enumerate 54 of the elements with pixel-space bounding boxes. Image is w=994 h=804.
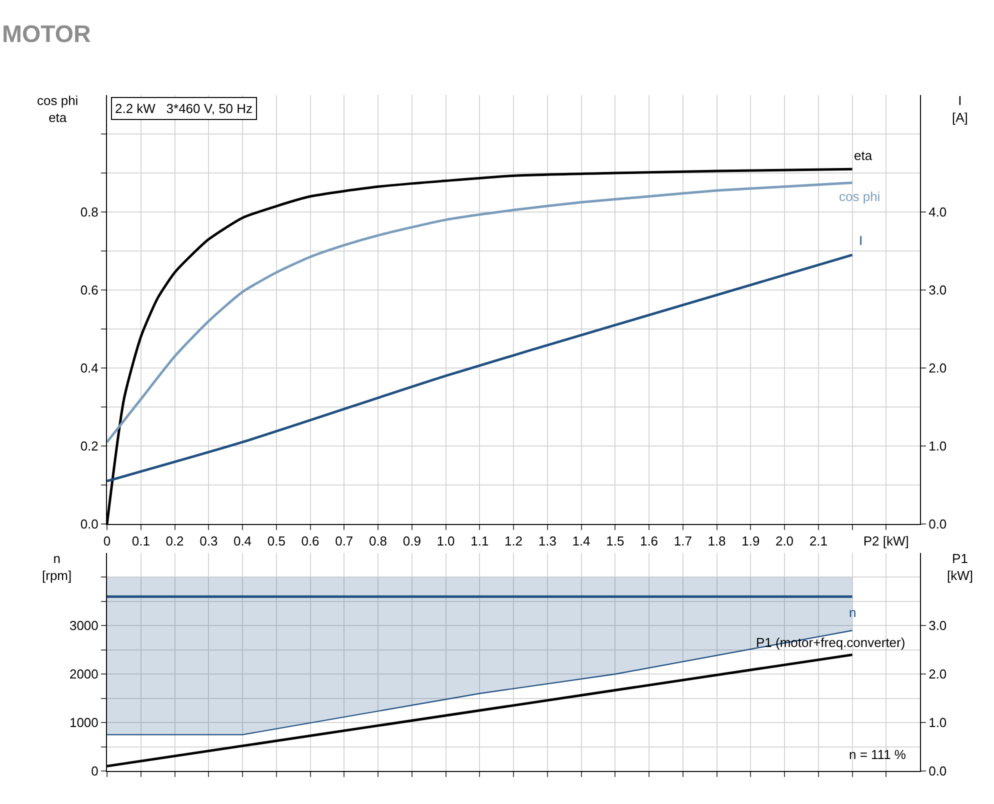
x-tick-label: 1.4 [572, 534, 590, 549]
x-tick-label: 1.3 [538, 534, 556, 549]
y-tick-label: 0.4 [80, 360, 98, 376]
y-tick-label: 0.2 [80, 438, 98, 454]
y2-tick-label: 3.0 [928, 282, 947, 298]
x-tick-label: 2.0 [775, 534, 794, 549]
y2-axis-title: I [A] [952, 93, 968, 125]
x-tick-label: 1.5 [606, 534, 624, 549]
y-tick-label: 0 [91, 764, 98, 779]
x-tick-label: 0.8 [368, 534, 388, 549]
x-tick-label: P2 [kW] [863, 534, 909, 549]
chart-title: MOTOR [2, 21, 91, 48]
series-label: P1 (motor+freq.converter) [756, 635, 906, 650]
series-label: eta [854, 148, 873, 163]
x-tick-label: 0.2 [166, 534, 184, 549]
y-tick-label: 0.0 [80, 516, 98, 532]
x-tick-label: 1.7 [674, 534, 692, 549]
x-tick-label: 2.1 [809, 534, 828, 549]
y-tick-label: 3000 [69, 618, 98, 634]
annotation: 2.2 kW 3*460 V, 50 Hz [115, 101, 253, 116]
y-tick-label: 2000 [69, 666, 98, 682]
x-tick-label: 1.1 [470, 534, 489, 549]
x-tick-label: 0.5 [267, 534, 286, 549]
y2-tick-label: 4.0 [928, 204, 947, 220]
y2-tick-label: 3.0 [928, 618, 947, 634]
line-series [107, 254, 854, 482]
y2-tick-label: 0.0 [928, 516, 947, 532]
y-axis-title: n [rpm] [42, 551, 72, 583]
x-tick-label: 0.7 [335, 534, 354, 549]
x-tick-label: 1.8 [708, 534, 726, 549]
x-tick-label: 0 [103, 534, 111, 549]
y-tick-label: 0.8 [80, 204, 98, 220]
x-tick-label: 0.4 [233, 534, 252, 549]
x-tick-label: 0.6 [301, 534, 320, 549]
x-tick-label: 1.6 [640, 534, 658, 549]
y2-tick-label: 0.0 [928, 764, 947, 779]
y-axis-title: cos phi eta [37, 93, 78, 125]
x-tick-label: 1.0 [436, 534, 455, 549]
y2-tick-label: 1.0 [928, 715, 947, 730]
y2-tick-label: 2.0 [928, 666, 947, 682]
annotation: n = 111 % [849, 747, 906, 762]
series-label: I [859, 233, 863, 248]
x-tick-label: 0.3 [200, 534, 218, 549]
y2-tick-label: 1.0 [928, 438, 947, 454]
x-tick-label: 1.2 [504, 534, 523, 549]
y2-tick-label: 2.0 [928, 360, 947, 376]
y-tick-label: 1000 [69, 715, 98, 730]
x-tick-label: 1.9 [742, 534, 760, 549]
y2-axis-title: P1 [kW] [947, 551, 973, 583]
x-tick-label: 0.9 [402, 534, 421, 549]
series-label: n [849, 605, 856, 620]
series-label: cos phi [839, 189, 880, 204]
x-tick-label: 0.1 [132, 534, 150, 549]
y-tick-label: 0.6 [80, 282, 98, 298]
